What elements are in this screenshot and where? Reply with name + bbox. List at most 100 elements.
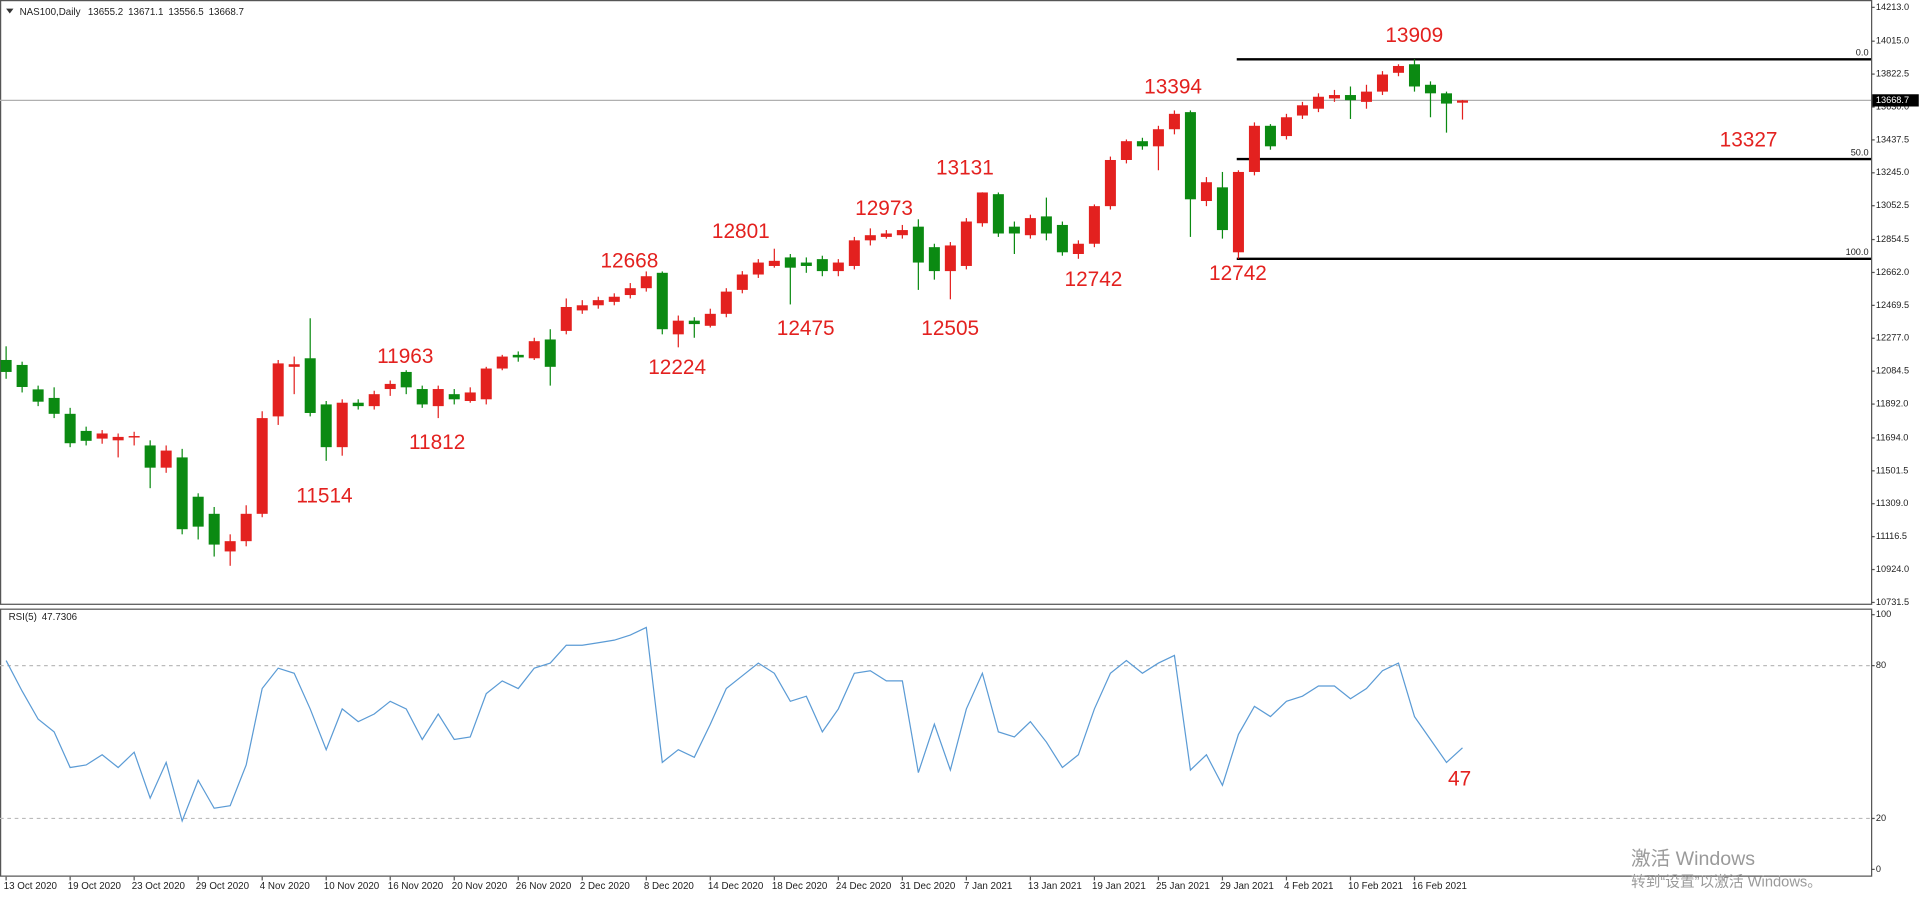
fib-label: 0.0 (1856, 48, 1869, 58)
watermark-subtitle: 转到“设置”以激活 Windows。 (1631, 874, 1822, 891)
candle-body (544, 339, 556, 367)
candle-body (1280, 117, 1292, 137)
candle-body (736, 274, 748, 290)
candle-body (480, 368, 492, 400)
candle-body (896, 230, 908, 236)
swing-label: 12742 (1209, 262, 1267, 285)
x-tick-label: 16 Feb 2021 (1412, 881, 1467, 892)
candle-body (1184, 112, 1196, 200)
candle-body (320, 404, 332, 448)
candle-body (160, 450, 172, 468)
watermark-title: 激活 Windows (1631, 848, 1755, 870)
candle-body (128, 436, 140, 438)
candle-body (768, 260, 780, 266)
y-tick-label: 0 (1876, 864, 1881, 874)
candle-body (352, 402, 364, 407)
y-tick-label: 100 (1876, 609, 1891, 619)
candle-body (1040, 216, 1052, 234)
x-tick-label: 14 Dec 2020 (708, 881, 764, 892)
candle-body (720, 291, 732, 314)
candle-body (1344, 95, 1356, 101)
candle-body (1024, 218, 1036, 236)
candle-body (1456, 100, 1469, 103)
x-tick-label: 2 Dec 2020 (580, 881, 631, 892)
fib-label: 100.0 (1846, 247, 1869, 257)
x-tick-label: 24 Dec 2020 (836, 881, 892, 892)
candle-body (1168, 113, 1180, 130)
candle-body (1104, 159, 1116, 207)
candle-body (624, 288, 636, 296)
candle-body (944, 245, 956, 272)
y-tick-label: 13437.5 (1876, 134, 1909, 144)
candle-body (960, 221, 972, 266)
swing-label: 12668 (600, 250, 658, 273)
y-tick-label: 11694.0 (1876, 432, 1908, 442)
candle-body (1408, 64, 1420, 87)
swing-label: 11812 (409, 431, 465, 454)
candle-body (864, 235, 876, 241)
y-tick-label: 12084.5 (1876, 366, 1909, 376)
candle-body (1088, 206, 1100, 244)
candle-body (64, 413, 76, 444)
candle-body (400, 371, 412, 388)
candle-body (224, 541, 236, 552)
y-tick-label: 11309.0 (1876, 498, 1908, 508)
candle-body (608, 296, 620, 302)
y-tick-label: 14213.0 (1876, 2, 1909, 12)
x-tick-label: 25 Jan 2021 (1156, 881, 1210, 892)
candle-body (48, 397, 60, 414)
candle-body (272, 363, 284, 417)
candle-body (1072, 243, 1084, 255)
y-tick-label: 11501.5 (1876, 465, 1908, 475)
x-tick-label: 10 Nov 2020 (324, 881, 380, 892)
candle-body (784, 257, 796, 268)
candle-body (1296, 105, 1308, 116)
x-tick-label: 29 Jan 2021 (1220, 881, 1274, 892)
x-tick-label: 31 Dec 2020 (900, 881, 956, 892)
y-tick-label: 12469.5 (1876, 300, 1909, 310)
swing-label: 12973 (855, 197, 913, 220)
candle-body (672, 320, 684, 335)
candle-body (1232, 171, 1244, 253)
candle-body (592, 300, 604, 306)
candle-body (192, 496, 204, 527)
y-tick-label: 11116.5 (1876, 531, 1907, 541)
candle-body (992, 194, 1004, 234)
rsi-line (5, 626, 1463, 823)
x-tick-label: 23 Oct 2020 (132, 881, 186, 892)
x-tick-label: 19 Oct 2020 (68, 881, 122, 892)
y-tick-label: 12854.5 (1876, 234, 1909, 244)
candle-body (80, 430, 92, 441)
swing-label: 12801 (712, 220, 770, 243)
x-tick-label: 4 Nov 2020 (260, 881, 311, 892)
y-tick-label: 11892.0 (1876, 399, 1908, 409)
candle-body (1312, 96, 1324, 109)
x-tick-label: 29 Oct 2020 (196, 881, 250, 892)
y-tick-label: 13245.0 (1876, 167, 1909, 177)
candle-body (1376, 74, 1388, 92)
x-tick-label: 13 Jan 2021 (1028, 881, 1082, 892)
candle-body (688, 320, 700, 325)
swing-label: 13394 (1144, 76, 1202, 99)
y-tick-label: 14015.0 (1876, 36, 1909, 46)
header-close: 13668.7 (209, 7, 244, 18)
swing-label: 11963 (377, 345, 433, 368)
y-tick-label: 13822.5 (1876, 69, 1909, 79)
candle-body (1424, 84, 1436, 94)
candle-body (752, 262, 764, 275)
candle-body (1216, 187, 1228, 231)
menu-arrow[interactable] (6, 8, 14, 14)
swing-label: 11514 (296, 485, 352, 508)
candle-body (880, 233, 892, 237)
swing-label: 12742 (1065, 268, 1123, 291)
fib-label: 50.0 (1851, 147, 1869, 157)
candle-body (1264, 125, 1276, 147)
candle-body (928, 247, 940, 272)
candle-body (384, 383, 396, 390)
x-tick-label: 10 Feb 2021 (1348, 881, 1403, 892)
candle-body (1360, 91, 1372, 102)
y-tick-label: 12277.0 (1876, 333, 1909, 343)
candle-body (144, 445, 156, 468)
candle-body (800, 262, 812, 266)
